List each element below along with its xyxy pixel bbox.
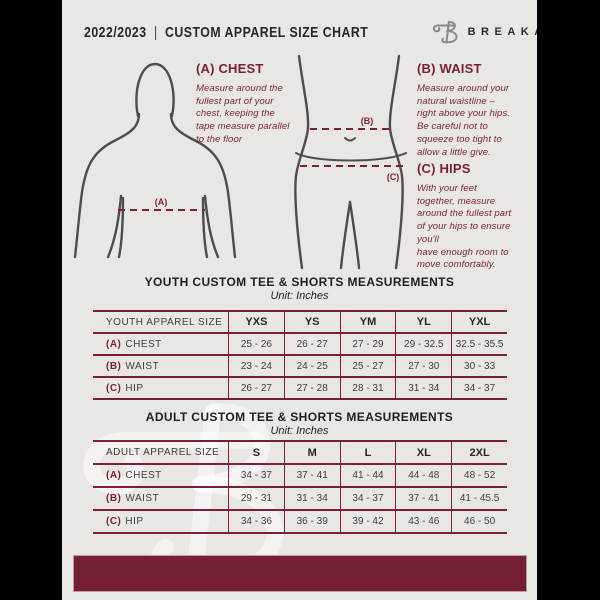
chest-marker-label: (A) [155, 197, 168, 207]
youth-table-unit: Unit: Inches [270, 290, 329, 302]
value-cell: 26 - 27 [283, 334, 340, 356]
row-label-hip: (C) HIP [93, 511, 228, 534]
table-header-cell: YS [283, 312, 340, 334]
measure-lines [118, 128, 408, 211]
value-cell: 34 - 37 [339, 488, 396, 511]
row-label-chest: (A) CHEST [93, 465, 228, 488]
waistband-line [295, 152, 407, 162]
value-cell: 27 - 28 [283, 378, 340, 400]
title-divider: | [153, 23, 158, 41]
value-cell: 34 - 37 [451, 378, 507, 400]
hips-instructions: (C) HIPS With your feet together, measur… [417, 161, 537, 272]
value-cell: 36 - 39 [283, 511, 340, 534]
table-header-cell: XL [395, 442, 452, 465]
value-cell: 29 - 31 [228, 488, 284, 511]
waist-instructions: (B) WAIST Measure around your natural wa… [417, 61, 534, 159]
value-cell: 43 - 46 [395, 511, 452, 534]
chest-instruction-text: Measure around the fullest part of your … [196, 83, 290, 145]
value-cell: 25 - 27 [339, 356, 396, 378]
table-header-cell: YXS [228, 312, 284, 334]
table-header-cell: YXL [451, 312, 507, 334]
measurement-diagrams: (A) (B) (C) [73, 54, 408, 270]
brand-name: BREAKAWAY [467, 26, 537, 38]
value-cell: 27 - 29 [339, 334, 396, 356]
season-label: 2022/2023 [84, 23, 147, 41]
hips-instruction-text: With your feet together, measure around … [417, 183, 512, 271]
hip-marker-label: (C) [387, 172, 400, 182]
table-header-cell: S [228, 442, 284, 465]
waist-heading: (B) WAIST [417, 61, 482, 76]
adult-size-table: ADULT APPAREL SIZE S M L XL 2XL (A) CHEST… [93, 440, 507, 534]
table-header-cell: M [283, 442, 340, 465]
measure-markers: (A) (B) (C) [155, 116, 400, 207]
value-cell: 25 - 26 [228, 334, 284, 356]
value-cell: 31 - 34 [395, 378, 452, 400]
table-header-cell: YM [339, 312, 396, 334]
navel-mark [344, 137, 356, 142]
value-cell: 41 - 44 [339, 465, 396, 488]
waist-instruction-text: Measure around your natural waistline – … [417, 83, 511, 158]
chart-title: CUSTOM APPAREL SIZE CHART [165, 23, 369, 41]
table-header-cell: YL [395, 312, 452, 334]
youth-table-title: YOUTH CUSTOM TEE & SHORTS MEASUREMENTS [144, 275, 455, 289]
value-cell: 41 - 45.5 [451, 488, 507, 511]
value-cell: 46 - 50 [451, 511, 507, 534]
value-cell: 30 - 33 [451, 356, 507, 378]
chest-instructions: (A) CHEST Measure around the fullest par… [196, 61, 315, 147]
table-header-cell: YOUTH APPAREL SIZE [93, 312, 228, 334]
chart-page: 2022/2023 | CUSTOM APPAREL SIZE CHART BREA… [62, 0, 537, 600]
lower-body-figure [294, 54, 407, 270]
value-cell: 26 - 27 [228, 378, 284, 400]
footer-bar [73, 555, 527, 592]
header: 2022/2023 | CUSTOM APPAREL SIZE CHART BREA… [84, 20, 537, 44]
brand-lockup: BREAKAWAY [431, 19, 537, 46]
waist-marker-label: (B) [361, 116, 374, 126]
breakaway-b-logo-icon [432, 20, 458, 43]
value-cell: 31 - 34 [283, 488, 340, 511]
value-cell: 23 - 24 [228, 356, 284, 378]
adult-table-unit: Unit: Inches [270, 425, 329, 437]
value-cell: 34 - 37 [228, 465, 284, 488]
youth-size-table: YOUTH APPAREL SIZE YXS YS YM YL YXL (A) C… [93, 310, 507, 400]
page-title: 2022/2023 | CUSTOM APPAREL SIZE CHART [84, 24, 368, 41]
value-cell: 44 - 48 [395, 465, 452, 488]
chest-heading: (A) CHEST [196, 61, 264, 76]
hips-heading: (C) HIPS [417, 161, 471, 176]
row-label-waist: (B) WAIST [93, 356, 228, 378]
value-cell: 32.5 - 35.5 [451, 334, 507, 356]
value-cell: 28 - 31 [339, 378, 396, 400]
adult-table-title: ADULT CUSTOM TEE & SHORTS MEASUREMENTS [145, 410, 454, 424]
row-label-chest: (A) CHEST [93, 334, 228, 356]
table-header-cell: L [339, 442, 396, 465]
value-cell: 37 - 41 [395, 488, 452, 511]
row-label-waist: (B) WAIST [93, 488, 228, 511]
value-cell: 34 - 36 [228, 511, 284, 534]
row-label-hip: (C) HIP [93, 378, 228, 400]
value-cell: 24 - 25 [283, 356, 340, 378]
table-header-cell: 2XL [451, 442, 507, 465]
value-cell: 39 - 42 [339, 511, 396, 534]
value-cell: 29 - 32.5 [395, 334, 452, 356]
table-header-cell: ADULT APPAREL SIZE [93, 442, 228, 465]
value-cell: 37 - 41 [283, 465, 340, 488]
value-cell: 27 - 30 [395, 356, 452, 378]
torso-figure [73, 62, 237, 259]
value-cell: 48 - 52 [451, 465, 507, 488]
